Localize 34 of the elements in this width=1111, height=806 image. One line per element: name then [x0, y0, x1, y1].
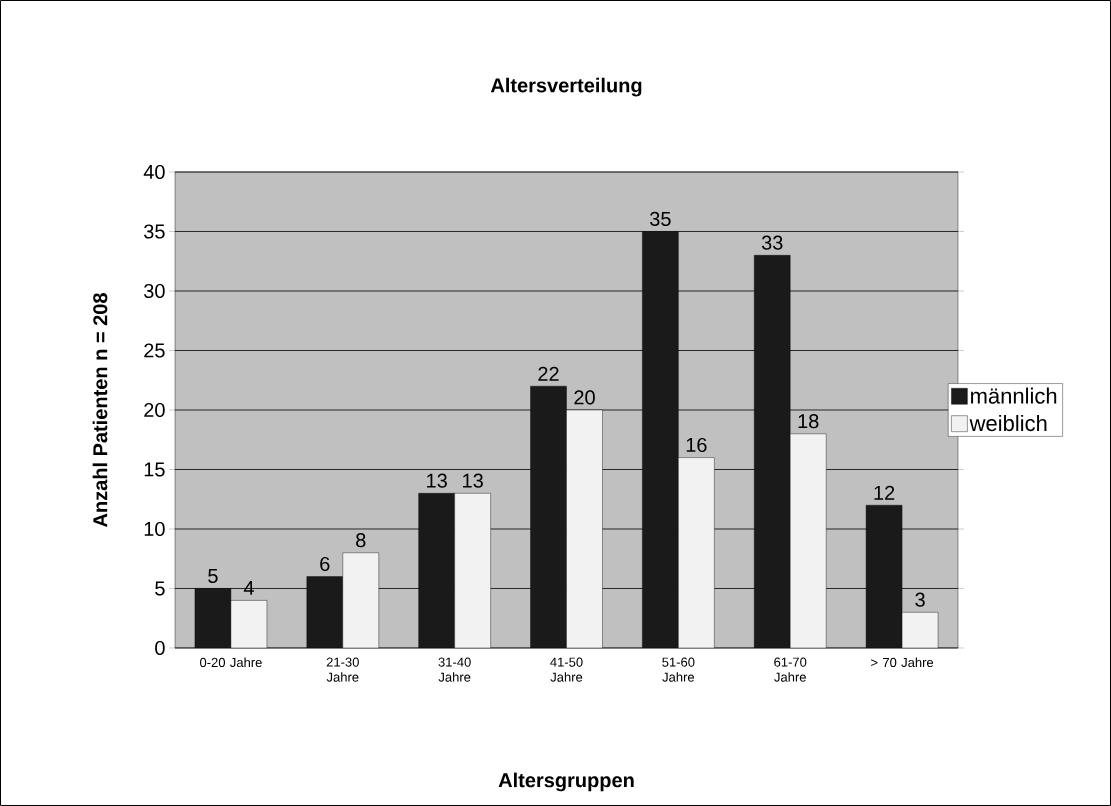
legend-label: weiblich [969, 414, 1047, 432]
data-label: 18 [798, 414, 819, 429]
x-tick-label: 31-40 Jahre [438, 657, 471, 682]
x-tick-label: 41-50 Jahre [550, 657, 583, 682]
data-label: 13 [463, 473, 483, 488]
data-label: 35 [650, 211, 671, 226]
y-tick-label: 20 [144, 402, 165, 418]
data-label: 3 [915, 592, 925, 607]
x-tick-label: 51-60 Jahre [662, 657, 695, 682]
data-label: 6 [320, 556, 330, 572]
data-label: 22 [538, 366, 559, 381]
data-label: 8 [356, 533, 366, 548]
y-tick-label: 0 [155, 640, 165, 656]
y-tick-label: 15 [144, 462, 165, 477]
x-tick-label: 0-20 Jahre [200, 657, 262, 668]
x-tick-label: > 70 Jahre [871, 657, 934, 668]
y-axis-title: Anzahl Patienten n = 208 [92, 293, 108, 528]
data-label: 13 [427, 473, 447, 488]
y-tick-label: 30 [144, 283, 165, 299]
y-tick-label: 25 [144, 343, 165, 358]
data-label: 20 [574, 390, 595, 405]
data-label: 16 [686, 437, 707, 453]
data-label: 33 [761, 235, 783, 250]
data-label: 12 [874, 485, 895, 500]
y-tick-label: 40 [143, 164, 165, 180]
x-tick-label: 61-70 Jahre [774, 657, 807, 682]
data-label: 5 [208, 569, 218, 583]
legend-label: männlich [971, 387, 1057, 404]
x-axis-title: Altersgruppen [498, 772, 634, 792]
y-tick-label: 10 [144, 521, 165, 537]
y-tick-label: 35 [144, 224, 165, 239]
x-tick-label: 21-30 Jahre [326, 657, 359, 682]
chart-title: Altersverteilung [490, 77, 642, 97]
y-tick-label: 5 [155, 581, 165, 596]
